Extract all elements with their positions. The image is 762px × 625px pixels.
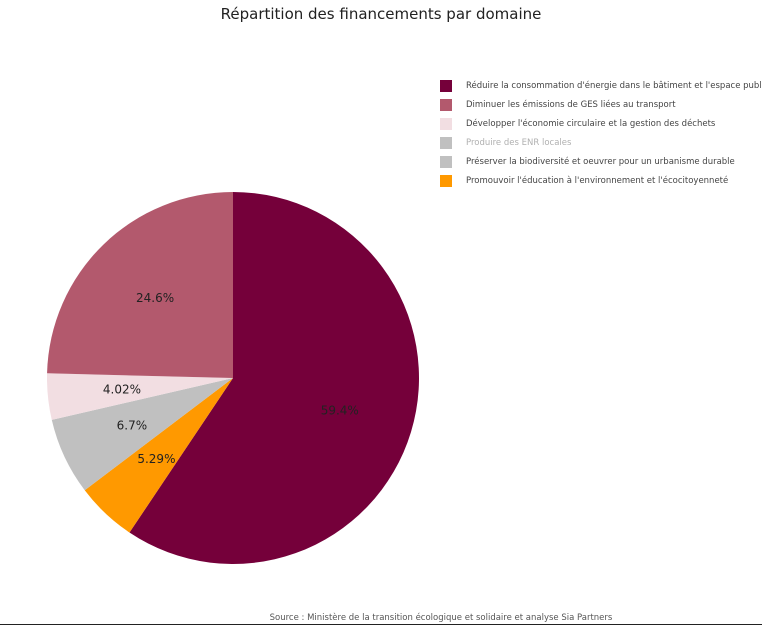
legend-swatch: [440, 117, 452, 130]
legend-label: Produire des ENR locales: [466, 137, 572, 148]
pie-slice-2[interactable]: [51, 378, 234, 491]
legend-item-1[interactable]: Diminuer les émissions de GES liées au t…: [440, 95, 762, 114]
legend-item-4[interactable]: Préserver la biodiversité et oeuvrer pou…: [440, 152, 762, 171]
slice-label-2: 6.7%: [117, 418, 148, 432]
legend-swatch: [440, 98, 452, 111]
legend-item-3[interactable]: Produire des ENR locales: [440, 133, 762, 152]
legend-label: Diminuer les émissions de GES liées au t…: [466, 99, 676, 110]
legend-swatch: [440, 136, 452, 149]
legend-swatch: [440, 174, 452, 187]
slice-label-4: 24.6%: [136, 291, 174, 305]
legend-item-5[interactable]: Promouvoir l'éducation à l'environnement…: [440, 171, 762, 190]
legend-swatch: [440, 79, 452, 92]
legend-item-2[interactable]: Développer l'économie circulaire et la g…: [440, 114, 762, 133]
pie-slice-0[interactable]: [129, 192, 420, 565]
legend-item-0[interactable]: Réduire la consommation d'énergie dans l…: [440, 76, 762, 95]
legend-label: Préserver la biodiversité et oeuvrer pou…: [466, 156, 735, 167]
legend-label: Réduire la consommation d'énergie dans l…: [466, 80, 762, 91]
pie-slice-1[interactable]: [84, 378, 234, 533]
slice-label-3: 4.02%: [103, 382, 141, 396]
pie-slice-4[interactable]: [47, 192, 234, 378]
slice-label-0: 59.4%: [321, 403, 359, 417]
chart-title: Répartition des financements par domaine: [220, 5, 542, 23]
legend-label: Promouvoir l'éducation à l'environnement…: [466, 175, 729, 186]
source-note: Source : Ministère de la transition écol…: [269, 613, 613, 623]
legend-label: Développer l'économie circulaire et la g…: [466, 118, 716, 129]
slice-label-1: 5.29%: [137, 452, 175, 466]
legend-swatch: [440, 155, 452, 168]
pie-slice-3[interactable]: [47, 373, 233, 420]
legend: Réduire la consommation d'énergie dans l…: [440, 76, 762, 190]
